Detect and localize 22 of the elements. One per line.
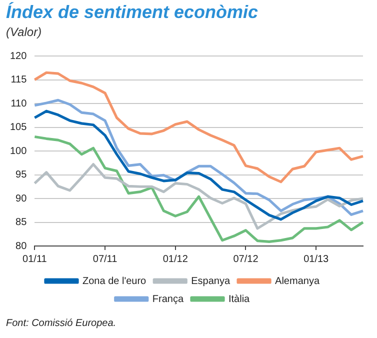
y-tick-label: 85 bbox=[16, 217, 28, 228]
y-tick-label: 105 bbox=[10, 122, 28, 133]
x-tick-label: 01/11 bbox=[22, 254, 48, 265]
y-tick-label: 115 bbox=[10, 74, 28, 86]
x-tick-label: 07/11 bbox=[92, 254, 118, 265]
y-tick-label: 90 bbox=[16, 193, 28, 204]
x-tick-label: 01/13 bbox=[304, 254, 330, 265]
x-tick-label: 07/12 bbox=[233, 254, 259, 265]
legend-label: Itàlia bbox=[228, 294, 250, 305]
text: Font: Comissió Europea. bbox=[6, 318, 116, 329]
legend-label: França bbox=[152, 294, 184, 305]
chart-title: Índex de sentiment econòmic bbox=[6, 2, 258, 23]
y-tick-label: 100 bbox=[10, 146, 28, 157]
legend-label: Espanya bbox=[191, 276, 230, 287]
y-tick-label: 95 bbox=[16, 170, 28, 180]
chart-subtitle: (Valor) bbox=[6, 25, 42, 39]
y-tick-label: 80 bbox=[16, 240, 28, 252]
y-tick-label: 110 bbox=[10, 98, 28, 110]
y-tick-label: 120 bbox=[10, 50, 28, 62]
x-tick-label: 01/12 bbox=[162, 254, 188, 265]
legend-label: Alemanya bbox=[275, 276, 320, 287]
legend-label: Zona de l'euro bbox=[82, 276, 147, 287]
